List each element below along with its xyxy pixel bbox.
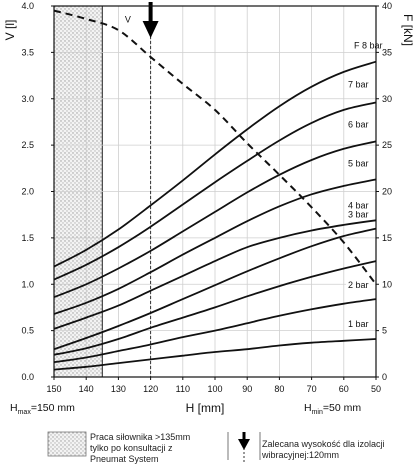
h-max-label: Hmax=150 mm xyxy=(10,402,75,417)
y-left-tick-label: 0.0 xyxy=(21,372,34,382)
curve-label-7-bar: 7 bar xyxy=(348,79,369,89)
curve-label-bg xyxy=(346,280,375,291)
x-tick-label: 70 xyxy=(307,384,317,394)
y-right-tick-label: 10 xyxy=(382,279,392,289)
x-tick-label: 90 xyxy=(242,384,252,394)
curve-label-f-8-bar: F 8 bar xyxy=(354,41,383,51)
y-right-tick-label: 5 xyxy=(382,326,387,336)
curve-label-4-bar: 4 bar xyxy=(348,200,369,210)
y-right-axis-title: F [kN] xyxy=(401,14,415,46)
recommended-arrow-shaft xyxy=(148,2,153,22)
force-curve-6-bar xyxy=(53,140,377,299)
force-curve-3-bar xyxy=(53,227,377,351)
marker-legend-arrow-head xyxy=(238,439,250,450)
curve-label-bg xyxy=(346,318,375,329)
x-tick-label: 130 xyxy=(111,384,126,394)
curve-label-bg xyxy=(352,40,392,51)
y-left-tick-label: 3.5 xyxy=(21,47,34,57)
curve-label-6-bar: 6 bar xyxy=(348,119,369,129)
h-min-label: Hmin=50 mm xyxy=(304,402,362,417)
x-tick-label: 100 xyxy=(207,384,222,394)
x-tick-label: 60 xyxy=(339,384,349,394)
recommended-height-legend-text: Zalecana wysokość dla izolacji wibracyjn… xyxy=(262,439,385,460)
y-right-tick-label: 20 xyxy=(382,187,392,197)
y-left-tick-label: 2.5 xyxy=(21,140,34,150)
curve-label-2-bar: 2 bar xyxy=(348,280,369,290)
curve-label-5-bar: 5 bar xyxy=(348,158,369,168)
y-left-tick-label: 2.0 xyxy=(21,187,34,197)
y-left-tick-label: 1.0 xyxy=(21,279,34,289)
y-left-tick-label: 3.0 xyxy=(21,94,34,104)
x-tick-label: 150 xyxy=(46,384,61,394)
recommended-arrow-head xyxy=(142,21,159,38)
x-tick-label: 140 xyxy=(79,384,94,394)
force-curve-2-bar xyxy=(53,298,377,364)
y-right-tick-label: 30 xyxy=(382,94,392,104)
x-axis-title: H [mm] xyxy=(186,401,225,415)
y-left-axis-title: V [l] xyxy=(3,20,17,41)
force-curve-5-bar xyxy=(53,178,377,315)
curve-label-bg xyxy=(346,79,375,90)
curve-label-bg xyxy=(346,200,375,211)
curve-label-3-bar: 3 bar xyxy=(348,210,369,220)
y-left-tick-label: 0.5 xyxy=(21,326,34,336)
force-curve-unlabeled-2 xyxy=(53,260,377,356)
y-right-tick-label: 40 xyxy=(382,1,392,11)
y-right-tick-label: 35 xyxy=(382,47,392,57)
y-right-tick-label: 0 xyxy=(382,372,387,382)
y-right-tick-label: 15 xyxy=(382,233,392,243)
hatched-area-legend-text: Praca siłownika >135mm tylko po konsulta… xyxy=(90,432,191,464)
hatched-legend-swatch xyxy=(47,431,87,457)
force-curve-f-8-bar xyxy=(53,60,377,268)
volume-curve-label: V xyxy=(125,15,131,25)
legend-graphics xyxy=(47,431,261,462)
x-tick-label: 120 xyxy=(143,384,158,394)
y-left-tick-label: 1.5 xyxy=(21,233,34,243)
curve-label-bg xyxy=(346,119,375,130)
curve-label-bg xyxy=(346,158,375,169)
marker-legend-arrow-shaft xyxy=(242,432,246,440)
x-tick-label: 80 xyxy=(274,384,284,394)
x-tick-label: 50 xyxy=(371,384,381,394)
force-curve-7-bar xyxy=(53,101,377,281)
force-curve-1-bar xyxy=(53,338,377,371)
force-curve-4-bar xyxy=(53,219,377,330)
axes: 150 140 130 120 110 100 90 80 70 60 500.00.51.01.5… xyxy=(3,1,415,415)
y-left-tick-label: 4.0 xyxy=(21,1,34,11)
curve-label-1-bar: 1 bar xyxy=(348,319,369,329)
volume-curve xyxy=(53,9,377,285)
x-tick-label: 110 xyxy=(176,384,190,394)
y-right-tick-label: 25 xyxy=(382,140,392,150)
curve-label-bg xyxy=(346,209,375,220)
